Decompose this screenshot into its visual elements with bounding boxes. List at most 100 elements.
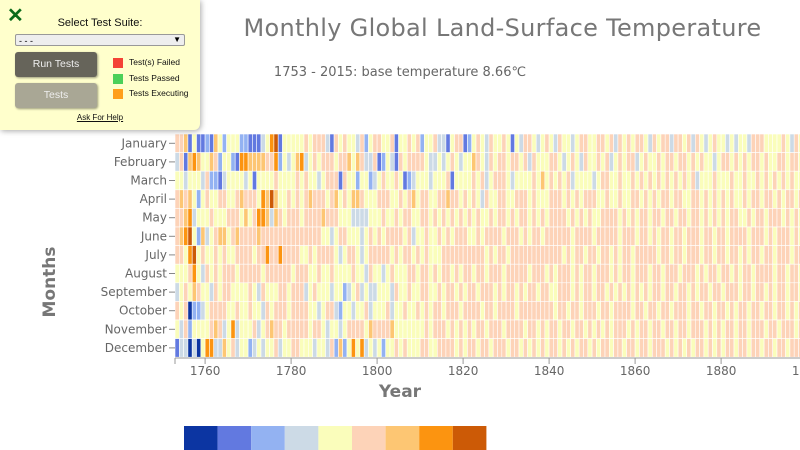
heatmap-cell: [204, 133, 210, 153]
heatmap-cell: [234, 245, 240, 265]
heatmap-cell: [243, 245, 249, 265]
heatmap-cell: [346, 245, 352, 265]
heatmap-cell: [295, 189, 300, 209]
heatmap-cell: [204, 208, 210, 228]
heatmap-cell: [703, 226, 709, 246]
heatmap-cell: [755, 319, 761, 339]
heatmap-cell: [793, 245, 799, 265]
heatmap-cell: [363, 226, 369, 246]
heatmap-cell: [415, 301, 421, 321]
heatmap-cell: [789, 245, 795, 265]
heatmap-cell: [204, 319, 210, 339]
heatmap-cell: [462, 338, 468, 358]
heatmap-cell: [204, 170, 210, 191]
heatmap-cell: [247, 133, 253, 153]
heatmap-cell: [385, 245, 391, 265]
heatmap-cell: [634, 133, 640, 153]
heatmap-cell: [643, 245, 649, 265]
heatmap-cell: [260, 282, 266, 302]
heatmap-cell: [690, 245, 696, 265]
heatmap-cell: [398, 189, 404, 209]
heatmap-cell: [488, 189, 494, 209]
x-tick-label: 1780: [276, 364, 307, 378]
heatmap-cell: [333, 170, 339, 191]
heatmap-cell: [239, 338, 245, 358]
heatmap-cell: [561, 263, 567, 284]
heatmap-cell: [441, 133, 447, 153]
heatmap-cell: [355, 301, 361, 321]
heatmap-cell: [712, 170, 718, 191]
heatmap-cell: [578, 170, 584, 191]
heatmap-cell: [742, 226, 748, 246]
heatmap-cell: [243, 263, 249, 284]
heatmap-cell: [553, 338, 559, 358]
heatmap-cell: [282, 282, 288, 302]
heatmap-cell: [772, 282, 778, 302]
test-suite-select[interactable]: - - - ▼: [15, 34, 185, 46]
heatmap-cell: [299, 263, 305, 284]
heatmap-cell: [522, 338, 528, 358]
heatmap-cell: [441, 338, 447, 358]
heatmap-cell: [639, 263, 645, 284]
heatmap-cell: [497, 301, 503, 321]
heatmap-cell: [200, 152, 206, 172]
heatmap-cell: [239, 208, 245, 228]
heatmap-cell: [561, 133, 567, 153]
heatmap-cell: [389, 189, 395, 209]
heatmap-cell: [286, 208, 292, 228]
heatmap-cell: [385, 189, 391, 209]
heatmap-cell: [406, 263, 412, 284]
heatmap-cell: [419, 152, 425, 172]
heatmap-cell: [570, 226, 576, 246]
heatmap-cell: [475, 208, 481, 228]
chart-title: Monthly Global Land-Surface Temperature: [243, 14, 762, 42]
heatmap-cell: [290, 319, 296, 339]
heatmap-cell: [617, 245, 623, 265]
heatmap-cell: [381, 263, 386, 284]
heatmap-cell: [424, 245, 429, 265]
heatmap-cell: [750, 189, 756, 209]
heatmap-cell: [626, 301, 632, 321]
tests-button[interactable]: Tests: [15, 83, 97, 108]
heatmap-cell: [596, 170, 602, 191]
heatmap-cell: [196, 189, 202, 209]
heatmap-cell: [277, 208, 283, 228]
legend-executing-label: Tests Executing: [129, 88, 189, 98]
heatmap-cell: [488, 282, 494, 302]
heatmap-cell: [273, 338, 279, 358]
heatmap-cell: [737, 319, 743, 339]
heatmap-cell: [720, 301, 726, 321]
heatmap-cell: [217, 301, 223, 321]
heatmap-cell: [729, 338, 735, 358]
heatmap-cell: [561, 189, 567, 209]
heatmap-cell: [213, 245, 219, 265]
ask-for-help-link[interactable]: Ask For Help: [76, 113, 124, 122]
heatmap-cell: [664, 189, 670, 209]
heatmap-cell: [488, 263, 494, 284]
heatmap-cell: [746, 338, 752, 358]
heatmap-cell: [389, 133, 395, 153]
heatmap-cell: [385, 282, 391, 302]
heatmap-cell: [608, 170, 614, 191]
heatmap-cell: [768, 282, 774, 302]
run-tests-button[interactable]: Run Tests: [15, 52, 97, 77]
heatmap-cell: [720, 263, 726, 284]
heatmap-cell: [656, 319, 662, 339]
heatmap-cell: [617, 170, 623, 191]
heatmap-cell: [475, 301, 481, 321]
heatmap-cell: [449, 152, 455, 172]
heatmap-cell: [694, 189, 700, 209]
heatmap-cell: [209, 133, 214, 153]
heatmap-cell: [320, 208, 326, 228]
heatmap-cell: [604, 152, 610, 172]
heatmap-cell: [613, 301, 619, 321]
heatmap-cell: [729, 208, 735, 228]
heatmap-cell: [664, 282, 670, 302]
heatmap-cell: [415, 263, 421, 284]
heatmap-cell: [660, 208, 666, 228]
heatmap-cell: [600, 319, 606, 339]
heatmap-cell: [226, 152, 232, 172]
close-icon[interactable]: ✕: [7, 5, 24, 27]
heatmap-cell: [510, 319, 515, 339]
heatmap-cell: [639, 152, 645, 172]
